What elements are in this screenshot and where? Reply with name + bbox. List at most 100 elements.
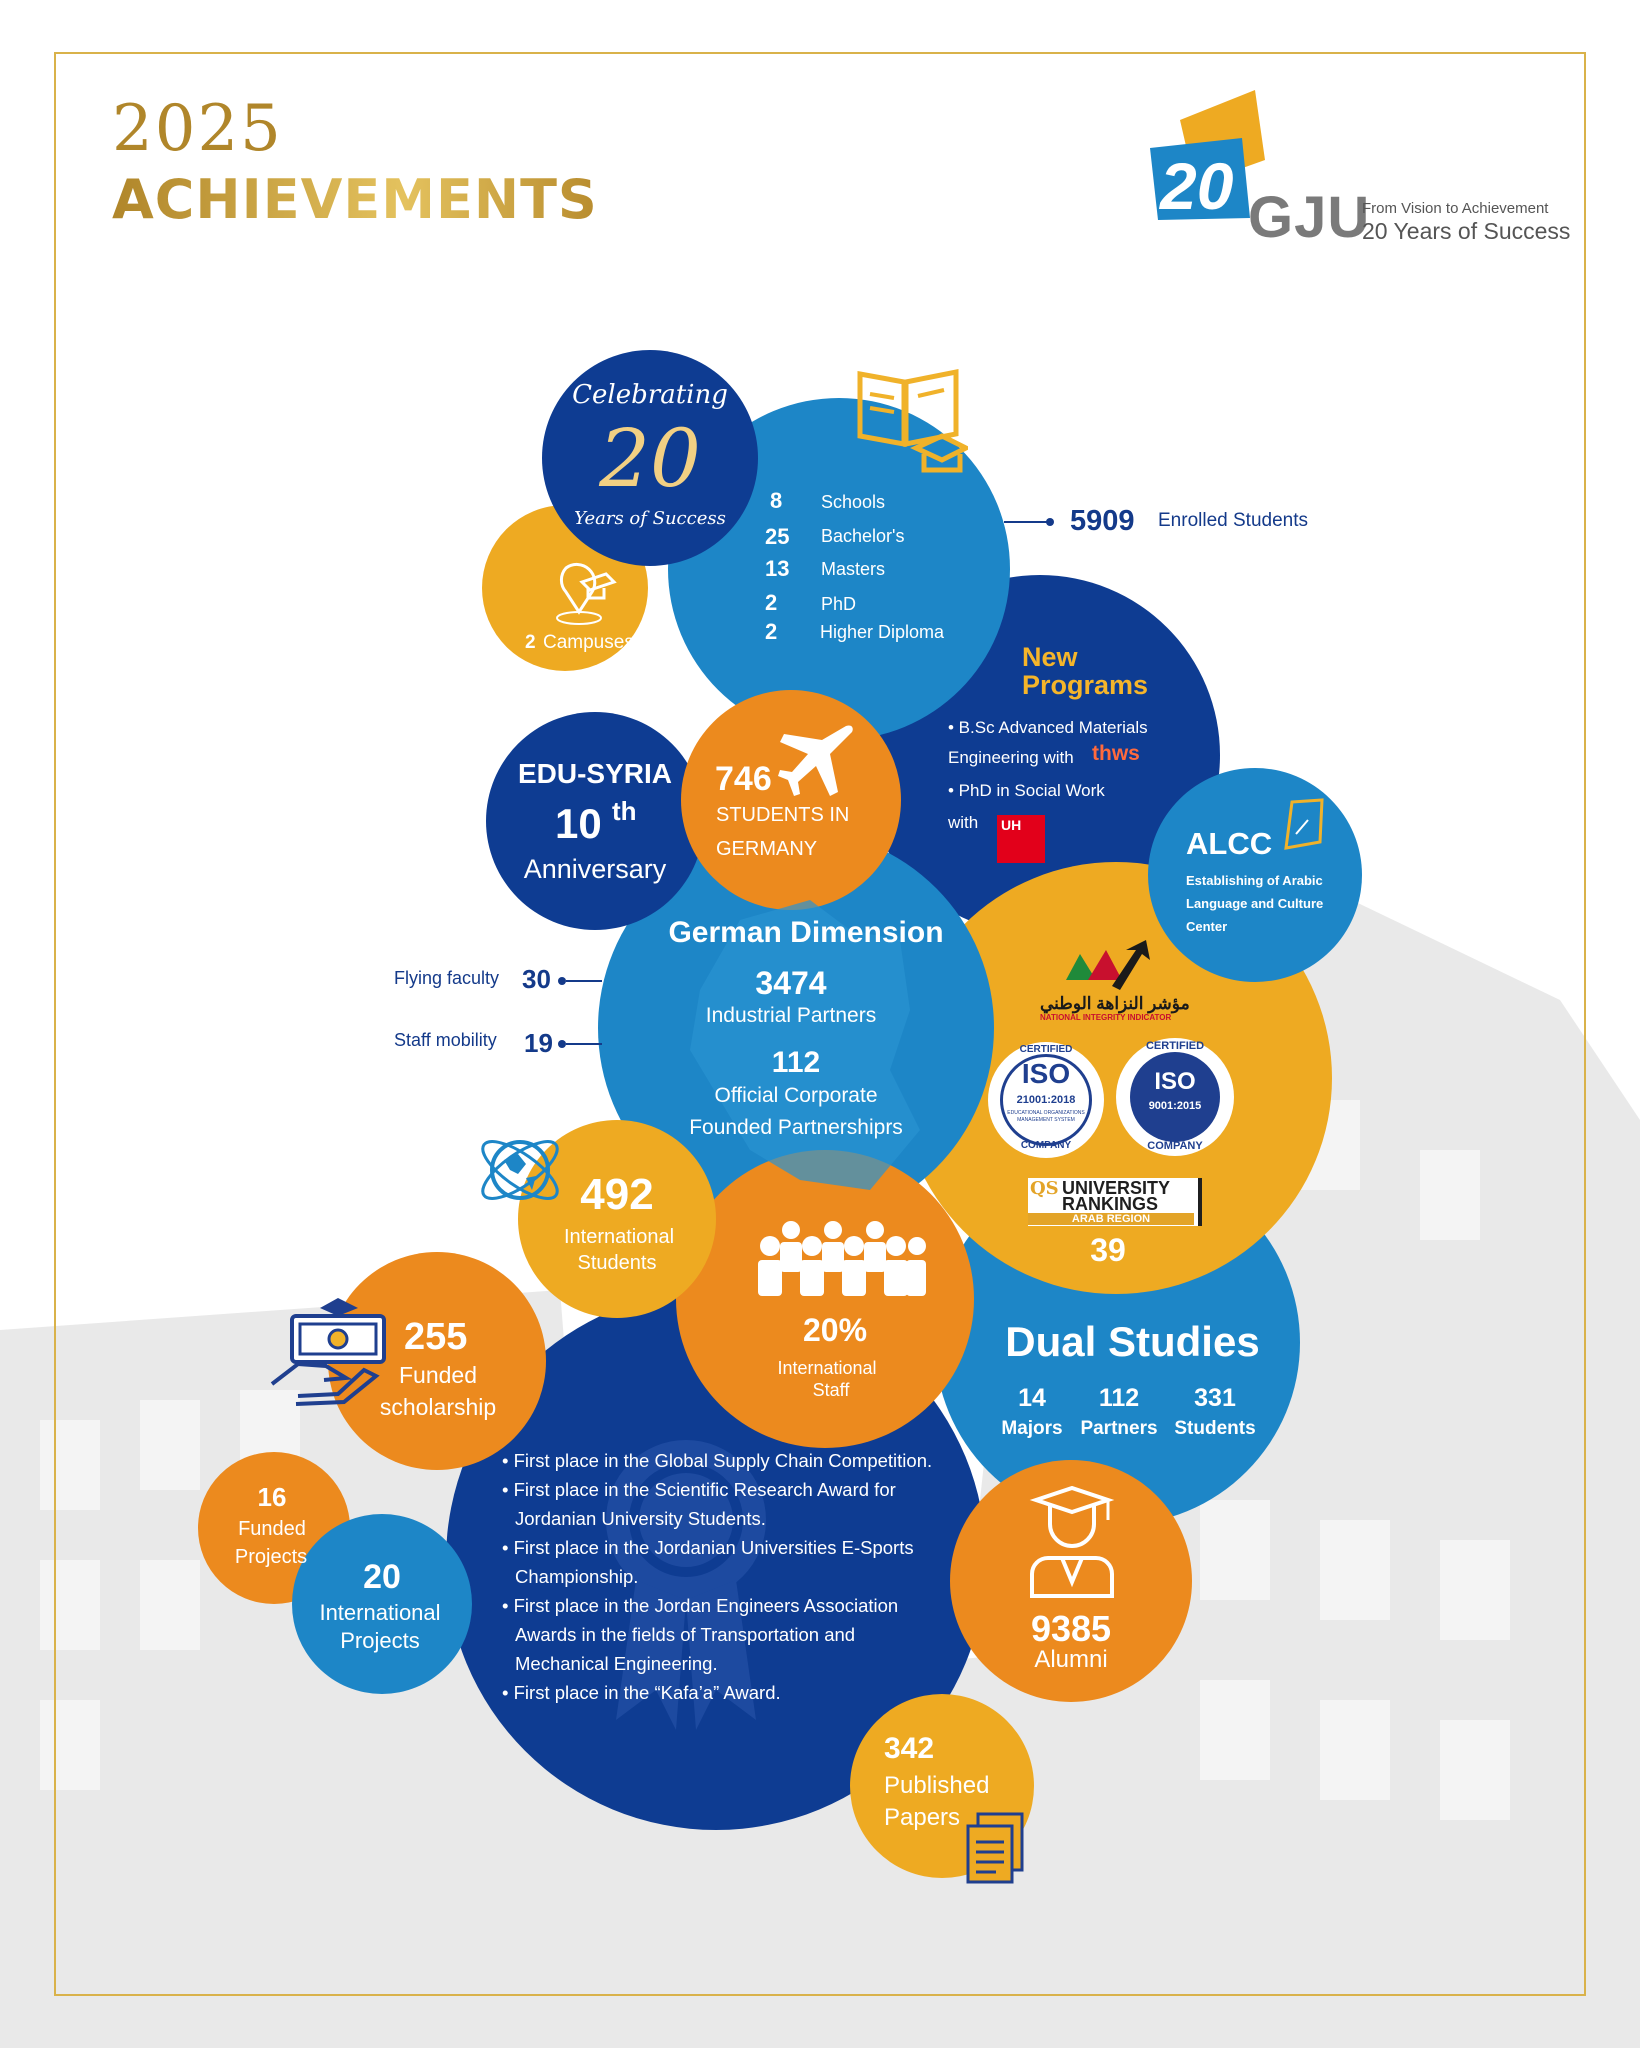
dual-majors-value: 14 bbox=[1018, 1384, 1046, 1412]
dual-students-label: Students bbox=[1174, 1418, 1256, 1439]
enrolled-connector bbox=[1004, 521, 1048, 523]
program-bachelors-value: 25 bbox=[765, 524, 790, 549]
funded-projects-line-1: Funded bbox=[238, 1518, 306, 1540]
german-dimension-title: German Dimension bbox=[668, 916, 944, 949]
logo-name: GJU bbox=[1248, 185, 1371, 250]
alcc-title: ALCC bbox=[1186, 826, 1273, 861]
logo-tagline-1: From Vision to Achievement bbox=[1362, 200, 1549, 217]
iso-9001-bottom: COMPANY bbox=[1147, 1140, 1203, 1152]
funded-projects-value: 16 bbox=[257, 1482, 287, 1512]
intl-students-line-2: Students bbox=[577, 1252, 657, 1274]
iso-21001-inner bbox=[1000, 1054, 1092, 1146]
award-3-line-2: Championship. bbox=[515, 1566, 639, 1587]
integrity-english: NATIONAL INTEGRITY INDICATOR bbox=[1040, 1013, 1172, 1022]
program-schools-label: Schools bbox=[821, 492, 886, 512]
international-students-bubble bbox=[518, 1120, 716, 1318]
iso-21001-sub-1: EDUCATIONAL ORGANIZATIONS bbox=[1007, 1110, 1085, 1116]
page-title: ACHIEVEMENTS bbox=[112, 168, 598, 231]
award-5-line-1: • First place in the “Kafa’a” Award. bbox=[502, 1682, 781, 1703]
qs-mark: QS bbox=[1030, 1178, 1059, 1199]
new-program-2-line-2: with bbox=[948, 813, 979, 832]
thws-logo: thws bbox=[1092, 742, 1140, 765]
integrity-arabic: مؤشر النزاهة الوطني bbox=[1040, 994, 1190, 1013]
new-program-1-line-2: Engineering with bbox=[948, 748, 1074, 767]
intl-students-value: 492 bbox=[580, 1170, 654, 1219]
campuses-count: 2 bbox=[525, 632, 536, 653]
award-1-line-1: • First place in the Global Supply Chain… bbox=[502, 1450, 933, 1471]
airplane-icon bbox=[778, 725, 853, 796]
papers-value: 342 bbox=[884, 1732, 935, 1765]
qs-line-1: UNIVERSITY bbox=[1062, 1178, 1171, 1198]
intl-students-line-1: International bbox=[563, 1226, 675, 1248]
alcc-line-3: Center bbox=[1186, 919, 1228, 934]
program-diploma-label: Higher Diploma bbox=[820, 622, 945, 642]
qs-line-2: RANKINGS bbox=[1062, 1194, 1159, 1214]
corporate-partnerships-line-1: Official Corporate bbox=[714, 1084, 878, 1107]
dual-majors-label: Majors bbox=[1001, 1418, 1063, 1439]
uh-logo: UH bbox=[997, 815, 1045, 863]
papers-line-1: Published bbox=[884, 1772, 990, 1799]
award-4-line-1: • First place in the Jordan Engineers As… bbox=[502, 1595, 899, 1616]
germany-bubble bbox=[681, 690, 901, 910]
staff-mobility-connector bbox=[566, 1043, 602, 1045]
staff-mobility-dot bbox=[558, 1040, 566, 1048]
iso-21001-top: CERTIFIED bbox=[1019, 1044, 1073, 1055]
funded-projects-line-2: Projects bbox=[234, 1546, 308, 1568]
flying-faculty-label: Flying faculty bbox=[394, 968, 500, 988]
program-phd-label: PhD bbox=[821, 594, 857, 614]
flying-faculty-value: 30 bbox=[522, 964, 551, 994]
program-schools-value: 8 bbox=[770, 488, 783, 513]
new-program-1-line-1: • B.Sc Advanced Materials bbox=[948, 718, 1148, 737]
new-program-2-line-1: • PhD in Social Work bbox=[948, 781, 1105, 800]
celebrating-line-2: Years of Success bbox=[574, 508, 726, 529]
corporate-partnerships-value: 112 bbox=[771, 1046, 821, 1079]
iso-9001-top: CERTIFIED bbox=[1145, 1040, 1205, 1052]
iso-21001-bottom: COMPANY bbox=[1020, 1140, 1072, 1151]
campuses-label: Campuses bbox=[543, 632, 634, 653]
program-masters-value: 13 bbox=[765, 556, 790, 581]
celebrating-line-1: Celebrating bbox=[572, 380, 728, 410]
alcc-line-2: Language and Culture bbox=[1186, 896, 1324, 911]
iso-21001-name: ISO bbox=[1021, 1058, 1071, 1089]
new-programs-title-2: Programs bbox=[1022, 670, 1149, 700]
international-staff-bubble bbox=[676, 1150, 974, 1448]
logo-number: 20 bbox=[1160, 149, 1234, 223]
industrial-partners-label: Industrial Partners bbox=[705, 1004, 877, 1027]
alumni-label: Alumni bbox=[1034, 1646, 1108, 1673]
germany-value: 746 bbox=[715, 760, 772, 798]
book-graduation-icon bbox=[857, 368, 968, 473]
program-diploma-value: 2 bbox=[765, 619, 778, 644]
iso-9001-name: ISO bbox=[1154, 1068, 1196, 1095]
page-frame bbox=[54, 52, 1586, 1996]
enrolled-dot bbox=[1046, 518, 1054, 526]
award-4-line-3: Mechanical Engineering. bbox=[515, 1653, 718, 1674]
award-2-line-1: • First place in the Scientific Research… bbox=[502, 1479, 896, 1500]
intl-projects-line-2: Projects bbox=[340, 1628, 420, 1653]
iso-21001-code: 21001:2018 bbox=[1016, 1094, 1076, 1106]
award-4-line-2: Awards in the fields of Transportation a… bbox=[515, 1624, 856, 1645]
ribbon-award-icon bbox=[606, 1440, 766, 1730]
enrolled-label: Enrolled Students bbox=[1158, 510, 1308, 531]
papers-line-2: Papers bbox=[884, 1804, 961, 1831]
award-3-line-1: • First place in the Jordanian Universit… bbox=[502, 1537, 914, 1558]
scholarship-line-1: Funded bbox=[398, 1362, 477, 1388]
celebrating-number: 20 bbox=[599, 412, 701, 505]
dual-partners-label: Partners bbox=[1080, 1418, 1158, 1439]
germany-line-1: STUDENTS IN bbox=[716, 804, 850, 826]
documents-icon bbox=[966, 1812, 1024, 1884]
map-pin-graduation-icon bbox=[556, 563, 617, 625]
dual-studies-title: Dual Studies bbox=[1005, 1318, 1260, 1365]
staff-mobility-label: Staff mobility bbox=[394, 1030, 497, 1050]
qs-rank: 39 bbox=[1090, 1232, 1126, 1268]
corporate-partnerships-line-2: Founded Partnershiprs bbox=[689, 1116, 903, 1139]
dual-partners-value: 112 bbox=[1098, 1384, 1140, 1412]
celebrating-bubble bbox=[542, 350, 758, 566]
edu-syria-bubble bbox=[486, 712, 704, 930]
iso-21001-sub-2: MANAGEMENT SYSTEM bbox=[1017, 1117, 1075, 1123]
iso-9001-code: 9001:2015 bbox=[1148, 1100, 1202, 1112]
alcc-line-1: Establishing of Arabic bbox=[1186, 873, 1323, 888]
scholarship-line-2: scholarship bbox=[379, 1394, 497, 1420]
intl-projects-value: 20 bbox=[363, 1558, 401, 1596]
award-2-line-2: Jordanian University Students. bbox=[515, 1508, 766, 1529]
intl-staff-line-1: International bbox=[777, 1358, 877, 1378]
